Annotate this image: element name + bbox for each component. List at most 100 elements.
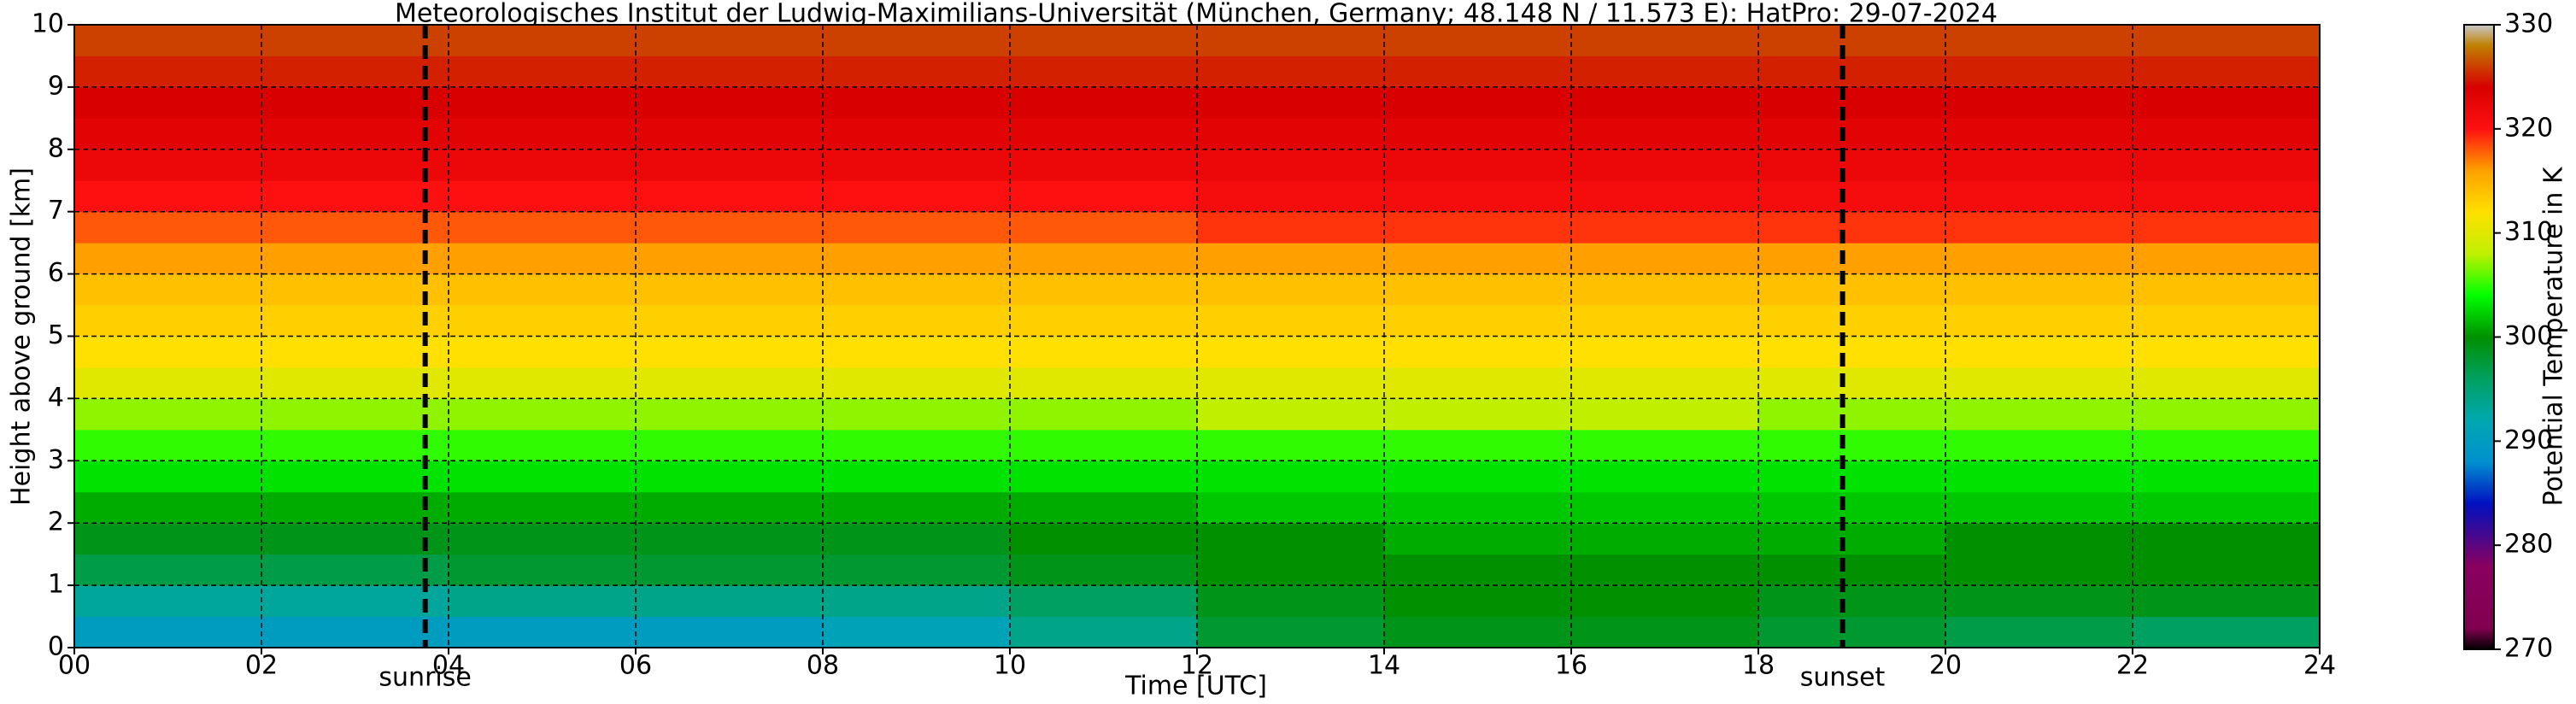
heatmap-cell — [1384, 491, 1572, 524]
heatmap-cell — [449, 616, 637, 648]
heatmap-cell — [823, 149, 1011, 181]
heatmap-cell — [1758, 86, 1946, 119]
heatmap-cell — [823, 523, 1011, 555]
plot-frame — [73, 24, 2321, 648]
heatmap-cell — [261, 56, 449, 88]
heatmap-cell — [449, 243, 637, 275]
heatmap-cell — [823, 336, 1011, 368]
heatmap-cell — [74, 243, 262, 275]
heatmap-cell — [2133, 523, 2321, 555]
y-tick-label: 10 — [32, 9, 64, 39]
heatmap-cell — [449, 305, 637, 337]
heatmap-cell — [1010, 211, 1198, 243]
colorbar-tick-label: 330 — [2504, 9, 2553, 39]
heatmap-cell — [449, 86, 637, 119]
heatmap-cell — [1758, 336, 1946, 368]
heatmap-cell — [74, 149, 262, 181]
colorbar-tick-label: 280 — [2504, 530, 2553, 560]
colorbar-label: Potential Temperature in K — [2539, 166, 2569, 506]
heatmap-cell — [261, 554, 449, 586]
heatmap-cell — [261, 305, 449, 337]
heatmap-cell — [1571, 491, 1759, 524]
heatmap-cell — [1758, 56, 1946, 88]
heatmap-cell — [1197, 211, 1385, 243]
heatmap-cell — [1945, 461, 2133, 493]
heatmap-cell — [74, 398, 262, 431]
heatmap-cell — [261, 86, 449, 119]
heatmap-cell — [1010, 585, 1198, 618]
event-label: sunrise — [378, 663, 471, 693]
heatmap-cell — [1758, 25, 1946, 56]
heatmap-cell — [449, 523, 637, 555]
heatmap-cell — [2133, 429, 2321, 461]
heatmap-cell — [449, 273, 637, 306]
heatmap-cell — [1010, 398, 1198, 431]
heatmap-cell — [636, 56, 824, 88]
heatmap-cell — [261, 523, 449, 555]
heatmap-cell — [1571, 554, 1759, 586]
heatmap-cell — [449, 118, 637, 150]
y-axis-label: Height above ground [km] — [7, 167, 37, 506]
heatmap-cell — [1571, 149, 1759, 181]
heatmap-cell — [1197, 491, 1385, 524]
heatmap-cell — [1571, 25, 1759, 56]
heatmap-cell — [261, 336, 449, 368]
heatmap-cell — [636, 25, 824, 56]
heatmap-cell — [1571, 118, 1759, 150]
heatmap-cell — [2133, 367, 2321, 399]
heatmap-cell — [261, 461, 449, 493]
heatmap-cell — [1945, 336, 2133, 368]
heatmap-cell — [1384, 243, 1572, 275]
heatmap-cell — [1010, 243, 1198, 275]
colorbar-tick-label: 320 — [2504, 113, 2553, 143]
heatmap-cell — [1010, 25, 1198, 56]
heatmap-cell — [1197, 86, 1385, 119]
heatmap-cell — [1197, 523, 1385, 555]
heatmap-cell — [1197, 118, 1385, 150]
heatmap-cell — [261, 616, 449, 648]
heatmap-cell — [261, 25, 449, 56]
heatmap-cell — [1758, 243, 1946, 275]
heatmap-cell — [74, 461, 262, 493]
heatmap-cell — [2133, 585, 2321, 618]
heatmap-cell — [1384, 211, 1572, 243]
heatmap-cell — [1945, 273, 2133, 306]
heatmap-cell — [2133, 554, 2321, 586]
heatmap-cell — [636, 429, 824, 461]
heatmap-cell — [2133, 616, 2321, 648]
heatmap-cell — [1010, 429, 1198, 461]
heatmap-cell — [1010, 523, 1198, 555]
heatmap-cell — [74, 118, 262, 150]
heatmap-cell — [823, 585, 1011, 618]
heatmap-cell — [1571, 56, 1759, 88]
colorbar-tick-label: 300 — [2504, 321, 2553, 351]
heatmap-cell — [261, 149, 449, 181]
heatmap-cell — [449, 554, 637, 586]
heatmap-cell — [1010, 554, 1198, 586]
heatmap-cell — [449, 211, 637, 243]
heatmap-cell — [823, 305, 1011, 337]
heatmap-cell — [636, 398, 824, 431]
x-tick-label: 02 — [245, 651, 278, 681]
heatmap-cell — [1571, 523, 1759, 555]
heatmap-cell — [2133, 398, 2321, 431]
x-tick-label: 20 — [1929, 651, 1962, 681]
x-tick-label: 06 — [619, 651, 652, 681]
heatmap-cell — [1571, 429, 1759, 461]
heatmap-cell — [1758, 211, 1946, 243]
heatmap-cell — [1945, 118, 2133, 150]
colorbar-tick-label: 310 — [2504, 217, 2553, 247]
heatmap-cell — [449, 180, 637, 213]
heatmap-cell — [823, 180, 1011, 213]
heatmap-cell — [823, 367, 1011, 399]
heatmap-cell — [823, 86, 1011, 119]
heatmap-cell — [1945, 491, 2133, 524]
heatmap-cell — [261, 491, 449, 524]
heatmap-cell — [74, 616, 262, 648]
x-tick-label: 22 — [2116, 651, 2149, 681]
heatmap-cell — [74, 211, 262, 243]
heatmap-cell — [823, 243, 1011, 275]
heatmap-cell — [1945, 398, 2133, 431]
heatmap-cell — [1197, 367, 1385, 399]
heatmap-cell — [1384, 336, 1572, 368]
